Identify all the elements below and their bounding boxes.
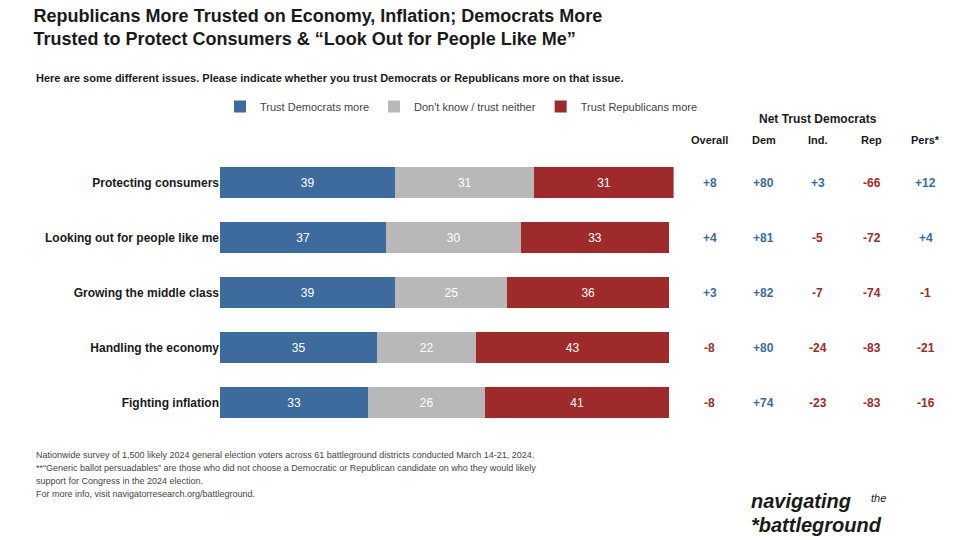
svg-text:22: 22 xyxy=(420,341,434,355)
svg-text:39: 39 xyxy=(301,176,315,190)
svg-text:39: 39 xyxy=(301,286,315,300)
svg-text:Dem: Dem xyxy=(752,134,776,146)
svg-text:+80: +80 xyxy=(753,341,774,355)
svg-text:-7: -7 xyxy=(812,286,823,300)
svg-text:-8: -8 xyxy=(704,341,715,355)
svg-text:Looking out for people like me: Looking out for people like me xyxy=(45,231,219,245)
svg-text:30: 30 xyxy=(447,231,461,245)
svg-text:-66: -66 xyxy=(863,176,881,190)
svg-text:+82: +82 xyxy=(753,286,774,300)
svg-text:43: 43 xyxy=(566,341,580,355)
svg-text:-83: -83 xyxy=(863,341,881,355)
svg-text:*battleground: *battleground xyxy=(751,514,882,536)
svg-text:36: 36 xyxy=(581,286,595,300)
svg-text:Trust Democrats more: Trust Democrats more xyxy=(260,101,369,113)
svg-text:+4: +4 xyxy=(919,231,933,245)
svg-text:Handling the economy: Handling the economy xyxy=(90,341,219,355)
svg-text:25: 25 xyxy=(444,286,458,300)
svg-text:+74: +74 xyxy=(753,396,774,410)
svg-text:37: 37 xyxy=(296,231,310,245)
svg-text:For more info, visit navigator: For more info, visit navigatorresearch.o… xyxy=(36,489,255,499)
svg-text:-5: -5 xyxy=(812,231,823,245)
svg-text:+3: +3 xyxy=(811,176,825,190)
svg-text:35: 35 xyxy=(292,341,306,355)
svg-text:Rep: Rep xyxy=(861,134,882,146)
svg-text:+12: +12 xyxy=(915,176,936,190)
svg-text:-21: -21 xyxy=(917,341,935,355)
svg-text:31: 31 xyxy=(458,176,472,190)
svg-text:+8: +8 xyxy=(703,176,717,190)
svg-text:-23: -23 xyxy=(809,396,827,410)
svg-text:-83: -83 xyxy=(863,396,881,410)
svg-text:-8: -8 xyxy=(704,396,715,410)
svg-text:support for Congress in the 20: support for Congress in the 2024 electio… xyxy=(36,476,203,486)
svg-text:-24: -24 xyxy=(809,341,827,355)
svg-text:Trust Republicans more: Trust Republicans more xyxy=(581,101,697,113)
svg-text:-16: -16 xyxy=(917,396,935,410)
svg-text:Don't know / trust neither: Don't know / trust neither xyxy=(414,101,536,113)
svg-text:Growing the middle class: Growing the middle class xyxy=(74,286,220,300)
svg-text:Fighting inflation: Fighting inflation xyxy=(122,396,219,410)
svg-text:26: 26 xyxy=(420,396,434,410)
svg-text:41: 41 xyxy=(570,396,584,410)
svg-text:31: 31 xyxy=(597,176,611,190)
svg-text:33: 33 xyxy=(588,231,602,245)
svg-text:+3: +3 xyxy=(703,286,717,300)
svg-text:Nationwide survey of 1,500 lik: Nationwide survey of 1,500 likely 2024 g… xyxy=(36,450,534,460)
svg-text:**“Generic ballot persuadables: **“Generic ballot persuadables” are thos… xyxy=(36,463,536,473)
svg-text:-74: -74 xyxy=(863,286,881,300)
svg-text:-72: -72 xyxy=(863,231,881,245)
svg-text:+81: +81 xyxy=(753,231,774,245)
svg-text:Overall: Overall xyxy=(691,134,728,146)
svg-text:Net Trust Democrats: Net Trust Democrats xyxy=(759,112,877,126)
svg-text:Ind.: Ind. xyxy=(808,134,828,146)
svg-text:Pers*: Pers* xyxy=(911,134,940,146)
svg-text:Republicans More Trusted on Ec: Republicans More Trusted on Economy, Inf… xyxy=(34,6,603,49)
svg-text:Protecting consumers: Protecting consumers xyxy=(92,176,219,190)
svg-text:-1: -1 xyxy=(920,286,931,300)
svg-text:33: 33 xyxy=(287,396,301,410)
svg-text:navigating: navigating xyxy=(751,490,851,512)
svg-text:the: the xyxy=(871,492,886,504)
svg-text:Here are some different issues: Here are some different issues. Please i… xyxy=(36,72,623,84)
svg-text:+80: +80 xyxy=(753,176,774,190)
svg-text:+4: +4 xyxy=(703,231,717,245)
